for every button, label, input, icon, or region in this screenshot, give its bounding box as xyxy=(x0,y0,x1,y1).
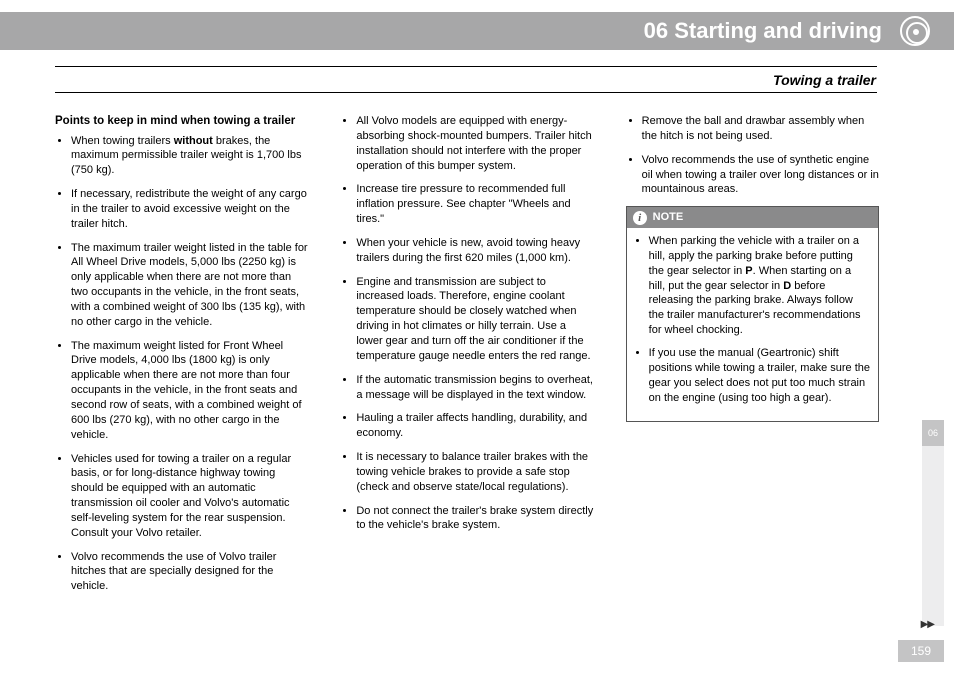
list-item: When your vehicle is new, avoid towing h… xyxy=(356,236,593,266)
steering-wheel-icon xyxy=(900,16,930,46)
section-title: Towing a trailer xyxy=(773,72,876,88)
list-item: Hauling a trailer affects handling, dura… xyxy=(356,411,593,441)
bold-text: P xyxy=(745,265,752,277)
note-header: i NOTE xyxy=(627,207,878,228)
note-box: i NOTE When parking the vehicle with a t… xyxy=(626,206,879,422)
list-item: If the automatic transmission begins to … xyxy=(356,373,593,403)
list-item: Volvo recommends the use of Volvo traile… xyxy=(71,550,308,595)
chapter-title: 06 Starting and driving xyxy=(644,18,882,44)
list-item: The maximum weight listed for Front Whee… xyxy=(71,339,308,443)
side-tab: 06 xyxy=(922,420,944,446)
list-item: If you use the manual (Geartronic) shift… xyxy=(649,346,870,405)
list-item: All Volvo models are equipped with energ… xyxy=(356,114,593,173)
list-item: Increase tire pressure to recommended fu… xyxy=(356,182,593,227)
col2-list: All Volvo models are equipped with energ… xyxy=(340,114,593,533)
list-item: Volvo recommends the use of synthetic en… xyxy=(642,153,879,198)
bold-text: without xyxy=(174,135,213,147)
chapter-header: 06 Starting and driving xyxy=(0,12,954,50)
list-item: When parking the vehicle with a trailer … xyxy=(649,234,870,338)
list-item: Remove the ball and drawbar assembly whe… xyxy=(642,114,879,144)
column-1: Points to keep in mind when towing a tra… xyxy=(55,114,308,603)
list-item: The maximum trailer weight listed in the… xyxy=(71,241,308,330)
note-label: NOTE xyxy=(653,210,684,225)
info-icon: i xyxy=(633,211,647,225)
col1-list: When towing trailers without brakes, the… xyxy=(55,134,308,595)
rule-bottom xyxy=(55,92,877,93)
list-item: If necessary, redistribute the weight of… xyxy=(71,187,308,232)
side-strip xyxy=(922,446,944,626)
rule-top xyxy=(55,66,877,67)
list-item: It is necessary to balance trailer brake… xyxy=(356,450,593,495)
list-item: Engine and transmission are subject to i… xyxy=(356,275,593,364)
list-item: Do not connect the trailer's brake syste… xyxy=(356,504,593,534)
column-2: All Volvo models are equipped with energ… xyxy=(340,114,593,603)
col1-heading: Points to keep in mind when towing a tra… xyxy=(55,114,308,130)
col3-list: Remove the ball and drawbar assembly whe… xyxy=(626,114,879,197)
continue-arrows-icon: ▶▶ xyxy=(921,619,934,630)
page-number: 159 xyxy=(898,640,944,662)
content-columns: Points to keep in mind when towing a tra… xyxy=(55,114,879,603)
text: When towing trailers xyxy=(71,135,174,147)
note-body: When parking the vehicle with a trailer … xyxy=(627,228,878,421)
bold-text: D xyxy=(783,280,791,292)
list-item: When towing trailers without brakes, the… xyxy=(71,134,308,179)
column-3: Remove the ball and drawbar assembly whe… xyxy=(626,114,879,603)
list-item: Vehicles used for towing a trailer on a … xyxy=(71,452,308,541)
